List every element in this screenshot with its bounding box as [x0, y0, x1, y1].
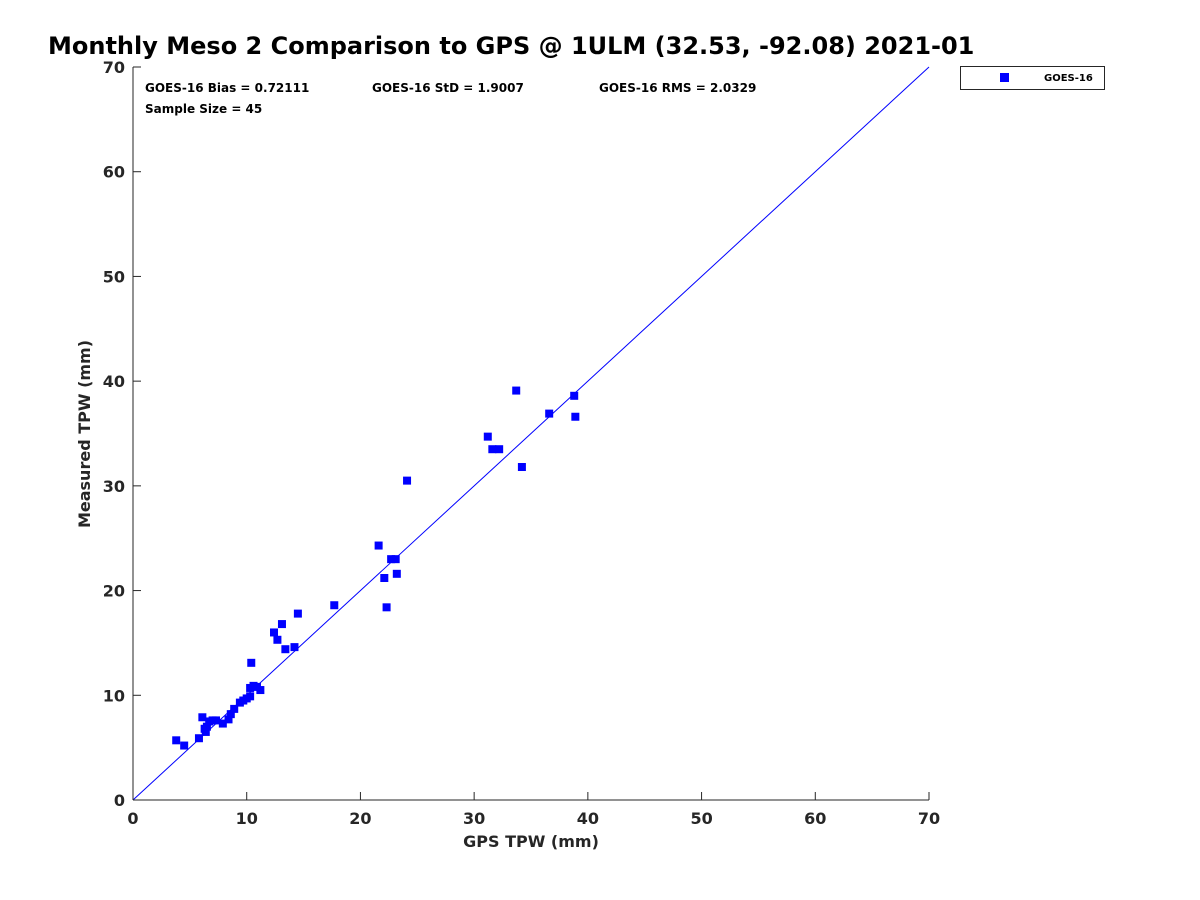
data-point [293, 609, 302, 618]
data-point [545, 409, 554, 418]
data-point [247, 658, 256, 667]
legend-box [960, 66, 1105, 90]
x-tick-label: 30 [463, 809, 485, 828]
statistics-annotations: GOES-16 Bias = 0.72111 GOES-16 StD = 1.9… [145, 81, 756, 116]
y-axis-ticks: 0 10 20 30 40 50 60 70 [103, 58, 141, 810]
data-point [570, 391, 579, 400]
data-point [571, 412, 580, 421]
y-tick-label: 70 [103, 58, 125, 77]
data-point [517, 463, 526, 472]
one-to-one-reference-line [132, 66, 930, 801]
data-point [392, 569, 401, 578]
y-tick-label: 30 [103, 477, 125, 496]
data-point [391, 555, 400, 564]
data-point [483, 432, 492, 441]
x-axis-label: GPS TPW (mm) [463, 832, 599, 851]
data-point [488, 445, 497, 454]
data-point [212, 716, 221, 725]
data-point [218, 719, 227, 728]
data-point [246, 692, 255, 701]
data-point [281, 645, 290, 654]
x-tick-label: 10 [236, 809, 258, 828]
legend: GOES-16 [960, 66, 1105, 90]
data-point [194, 734, 203, 743]
y-tick-label: 50 [103, 267, 125, 286]
data-point [270, 628, 279, 637]
data-point [256, 686, 265, 695]
y-tick-label: 20 [103, 582, 125, 601]
data-point [200, 724, 209, 733]
y-axis-label: Measured TPW (mm) [75, 340, 94, 528]
legend-marker-goes-16 [1000, 73, 1009, 82]
data-point [382, 603, 391, 612]
data-point [403, 476, 412, 485]
data-point [277, 620, 286, 629]
data-point [290, 643, 299, 652]
data-point [230, 704, 239, 713]
data-point [273, 635, 282, 644]
data-point [374, 541, 383, 550]
x-tick-label: 0 [127, 809, 138, 828]
x-tick-label: 40 [577, 809, 599, 828]
chart-title: Monthly Meso 2 Comparison to GPS @ 1ULM … [48, 32, 974, 60]
x-tick-label: 50 [690, 809, 712, 828]
y-tick-label: 10 [103, 686, 125, 705]
y-tick-label: 0 [114, 791, 125, 810]
data-point [226, 710, 235, 719]
data-point [172, 736, 181, 745]
y-tick-label: 40 [103, 372, 125, 391]
x-axis-ticks: 0 10 20 30 40 50 60 70 [127, 792, 940, 828]
data-point [387, 555, 396, 564]
x-tick-label: 60 [804, 809, 826, 828]
x-tick-label: 70 [918, 809, 940, 828]
sample-size-annotation: Sample Size = 45 [145, 102, 262, 116]
rms-annotation: GOES-16 RMS = 2.0329 [599, 81, 756, 95]
x-tick-label: 20 [349, 809, 371, 828]
data-point [198, 713, 207, 722]
data-points [172, 386, 580, 750]
plot-area: 0 10 20 30 40 50 60 70 0 10 20 30 40 50 60 70 [103, 58, 940, 828]
legend-label-goes-16: GOES-16 [1044, 73, 1093, 84]
data-point [180, 741, 189, 750]
data-point [495, 445, 504, 454]
data-point [330, 601, 339, 610]
data-point [224, 715, 233, 724]
y-tick-label: 60 [103, 163, 125, 182]
data-point [512, 386, 521, 395]
std-annotation: GOES-16 StD = 1.9007 [372, 81, 524, 95]
data-point [380, 574, 389, 583]
bias-annotation: GOES-16 Bias = 0.72111 [145, 81, 309, 95]
